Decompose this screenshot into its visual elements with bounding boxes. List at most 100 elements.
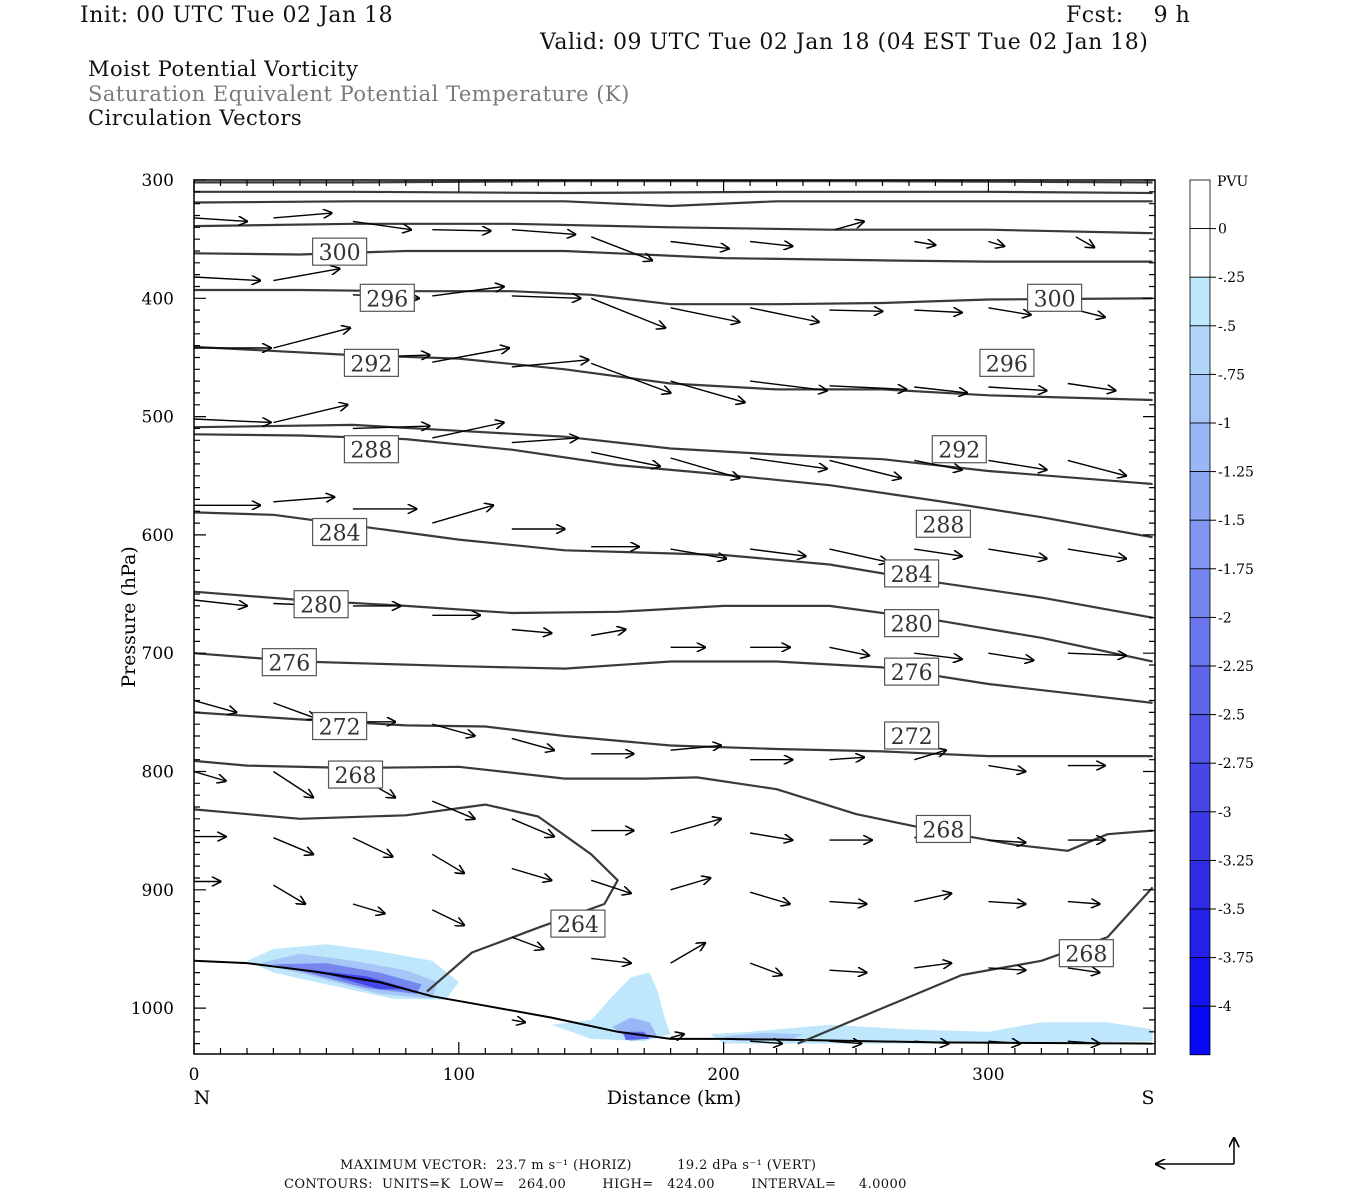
contour-label-box xyxy=(343,435,400,464)
contour-label-box xyxy=(312,237,368,266)
colorbar-swatch xyxy=(1189,665,1211,715)
plot-frame xyxy=(193,179,1156,1055)
contour-label-box xyxy=(261,648,317,677)
valid-time: Valid: 09 UTC Tue 02 Jan 18 (04 EST Tue … xyxy=(540,30,1149,55)
circulation-vector xyxy=(1067,968,1100,973)
contour-label-box xyxy=(312,711,368,741)
theta-es-contour xyxy=(194,222,1153,235)
contour-label: 264 xyxy=(557,913,599,938)
circulation-vector xyxy=(511,867,552,881)
circulation-vector xyxy=(914,750,946,761)
circulation-vector xyxy=(1075,236,1095,248)
circulation-vector xyxy=(590,236,652,261)
theta-es-contour xyxy=(194,803,619,993)
circulation-vector xyxy=(511,360,589,368)
contour-label: 284 xyxy=(319,522,361,547)
y-axis-title: Pressure (hPa) xyxy=(118,546,140,688)
circulation-vector xyxy=(194,218,247,222)
circulation-vector xyxy=(988,968,1025,970)
circulation-vector xyxy=(1067,1041,1100,1043)
colorbar-label: -.25 xyxy=(1218,270,1245,286)
y-tick-label: 1000 xyxy=(131,999,174,1019)
theta-es-contour xyxy=(194,652,1153,704)
circulation-vector xyxy=(914,963,951,968)
contour-label-box xyxy=(884,609,940,638)
theta-es-contour xyxy=(797,886,1154,1045)
circulation-vector xyxy=(431,853,464,873)
contour-label-box xyxy=(884,721,940,750)
max-vector-note: MAXIMUM VECTOR: 23.7 m s⁻¹ (HORIZ) 19.2 … xyxy=(340,1158,817,1173)
circulation-vector xyxy=(988,1041,1020,1043)
init-time: Init: 00 UTC Tue 02 Jan 18 xyxy=(80,3,394,28)
circulation-vector xyxy=(432,800,474,819)
contour-label-box xyxy=(343,348,400,377)
circulation-vector xyxy=(273,497,334,502)
north-label: N xyxy=(194,1087,211,1109)
contour-label-box xyxy=(327,760,384,789)
colorbar-label: -1.5 xyxy=(1218,513,1245,529)
circulation-vector xyxy=(988,459,1046,469)
circulation-vector xyxy=(670,380,745,402)
colorbar-label: -2.25 xyxy=(1218,659,1254,675)
contour-label-box xyxy=(931,435,987,464)
colorbar-label: -1.25 xyxy=(1218,465,1254,481)
colorbar-label: -4 xyxy=(1218,999,1232,1015)
colorbar-swatch xyxy=(1189,714,1211,764)
theta-es-contour xyxy=(194,200,1153,208)
contour-label: 292 xyxy=(938,439,980,464)
x-tick-label: 0 xyxy=(189,1065,200,1085)
circulation-vector xyxy=(988,840,1025,842)
circulation-vector xyxy=(432,423,504,439)
contour-label: 288 xyxy=(350,439,392,464)
circulation-vector xyxy=(670,307,740,322)
south-label: S xyxy=(1141,1087,1154,1109)
colorbar-swatch xyxy=(1189,519,1211,570)
circulation-vector xyxy=(914,386,967,393)
theta-es-contour xyxy=(194,423,1153,486)
circulation-vector xyxy=(591,958,631,963)
circulation-vector xyxy=(273,328,350,349)
contour-label-box xyxy=(1026,283,1083,312)
y-tick-label: 300 xyxy=(142,171,174,191)
colorbar-label: -3.75 xyxy=(1218,951,1254,967)
circulation-vector xyxy=(670,457,740,478)
y-tick-label: 500 xyxy=(142,408,174,428)
circulation-vector xyxy=(511,1020,525,1022)
circulation-vector xyxy=(273,837,313,855)
circulation-vector xyxy=(829,646,870,655)
circulation-vector xyxy=(914,310,962,312)
theta-es-contour xyxy=(194,288,1153,306)
contour-label: 268 xyxy=(1065,943,1107,968)
contour-label: 288 xyxy=(922,513,964,538)
contour-label: 280 xyxy=(300,594,342,619)
circulation-vector xyxy=(670,1034,684,1038)
circulation-vector xyxy=(194,277,260,281)
colorbar-label: -3.5 xyxy=(1218,902,1245,918)
circulation-vector xyxy=(750,242,792,247)
circulation-vector xyxy=(432,723,474,736)
colorbar-label: -3 xyxy=(1218,805,1232,821)
terrain-line xyxy=(193,959,1153,1045)
circulation-vector xyxy=(591,630,625,637)
colorbar-swatch xyxy=(1189,568,1211,618)
colorbar-swatch xyxy=(1189,908,1211,958)
contour-label: 268 xyxy=(335,764,377,789)
circulation-vector xyxy=(914,652,962,659)
circulation-vector xyxy=(511,737,554,750)
contour-label-box xyxy=(312,517,368,547)
circulation-vector xyxy=(988,548,1046,559)
circulation-vector xyxy=(750,1041,782,1043)
y-tick-label: 700 xyxy=(142,644,174,664)
colorbar-label: -.5 xyxy=(1218,319,1236,335)
contour-label: 280 xyxy=(891,613,933,638)
circulation-vector xyxy=(749,962,782,975)
circulation-vector xyxy=(670,878,711,891)
contour-label: 296 xyxy=(986,352,1028,377)
circulation-vector xyxy=(829,459,902,478)
colorbar-swatch xyxy=(1189,860,1211,910)
contour-label: 292 xyxy=(350,352,392,377)
contour-label-box xyxy=(550,909,606,938)
field-title-vectors: Circulation Vectors xyxy=(88,106,303,130)
circulation-vector xyxy=(988,307,1030,315)
